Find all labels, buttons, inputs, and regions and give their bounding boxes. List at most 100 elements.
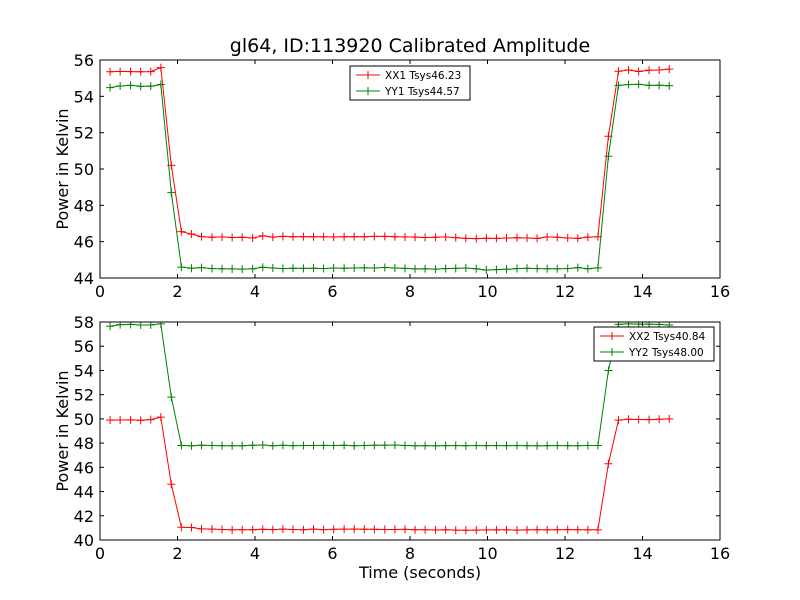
data-point xyxy=(288,441,297,450)
legend-label: YY1 Tsys44.57 xyxy=(384,86,460,98)
x-tick-label: 0 xyxy=(95,544,105,563)
data-point xyxy=(350,525,359,534)
y-tick-label: 50 xyxy=(74,410,94,429)
data-point xyxy=(350,232,359,241)
data-point xyxy=(258,263,267,272)
data-point xyxy=(583,264,592,273)
data-point xyxy=(319,525,328,534)
data-point xyxy=(116,81,125,90)
y-tick-label: 40 xyxy=(74,531,94,550)
data-point xyxy=(126,415,135,424)
series-1 xyxy=(106,63,674,243)
x-tick-label: 4 xyxy=(250,544,260,563)
data-point xyxy=(329,232,338,241)
x-tick-label: 2 xyxy=(172,282,182,301)
data-point xyxy=(411,441,420,450)
data-point xyxy=(624,65,633,74)
data-point xyxy=(309,264,318,273)
data-point xyxy=(461,526,470,535)
data-point xyxy=(502,441,511,450)
data-point xyxy=(197,263,206,272)
data-point xyxy=(187,230,196,239)
data-point xyxy=(299,264,308,273)
data-point xyxy=(390,232,399,241)
data-point xyxy=(502,234,511,243)
y-tick-label: 46 xyxy=(74,458,94,477)
data-point xyxy=(441,441,450,450)
data-point xyxy=(207,264,216,273)
data-point xyxy=(248,441,257,450)
data-point xyxy=(400,232,409,241)
data-point xyxy=(431,441,440,450)
data-point xyxy=(665,81,674,90)
data-point xyxy=(248,264,257,273)
x-tick-label: 12 xyxy=(555,544,575,563)
data-point xyxy=(329,441,338,450)
data-point xyxy=(604,366,613,375)
y-tick-label: 58 xyxy=(74,313,94,332)
data-point xyxy=(482,525,491,534)
data-point xyxy=(634,80,643,89)
data-point xyxy=(472,264,481,273)
data-point xyxy=(512,526,521,535)
data-point xyxy=(553,525,562,534)
data-point xyxy=(451,233,460,242)
data-point xyxy=(390,525,399,534)
data-point xyxy=(400,525,409,534)
legend-label: YY2 Tsys48.00 xyxy=(628,347,704,359)
data-point xyxy=(218,264,227,273)
series-2 xyxy=(106,322,674,450)
x-tick-label: 14 xyxy=(632,544,652,563)
legend-item: YY2 Tsys48.00 xyxy=(600,347,704,359)
data-point xyxy=(258,525,267,534)
y-axis-label: Power in Kelvin xyxy=(53,108,72,229)
data-point xyxy=(543,232,552,241)
data-point xyxy=(482,266,491,275)
x-tick-label: 12 xyxy=(555,282,575,301)
x-tick-label: 8 xyxy=(405,544,415,563)
data-point xyxy=(187,264,196,273)
data-point xyxy=(523,525,532,534)
y-tick-label: 54 xyxy=(74,361,94,380)
y-tick-label: 48 xyxy=(74,196,94,215)
data-point xyxy=(472,526,481,535)
y-tick-label: 52 xyxy=(74,124,94,143)
data-point xyxy=(156,322,165,328)
data-point xyxy=(461,264,470,273)
data-point xyxy=(593,525,602,534)
data-point xyxy=(563,234,572,243)
data-point xyxy=(288,525,297,534)
data-point xyxy=(411,264,420,273)
data-point xyxy=(492,265,501,274)
data-point xyxy=(604,459,613,468)
data-point xyxy=(533,525,542,534)
y-tick-label: 52 xyxy=(74,386,94,405)
data-point xyxy=(288,264,297,273)
data-point xyxy=(177,263,186,272)
data-point xyxy=(380,441,389,450)
data-point xyxy=(207,441,216,450)
data-point xyxy=(218,525,227,534)
data-point xyxy=(441,264,450,273)
data-point xyxy=(299,441,308,450)
data-point xyxy=(268,233,277,242)
data-point xyxy=(472,441,481,450)
data-point xyxy=(136,82,145,91)
data-point xyxy=(268,441,277,450)
x-axis-label: Time (seconds) xyxy=(358,563,481,582)
data-point xyxy=(340,264,349,273)
data-point xyxy=(543,264,552,273)
data-point xyxy=(360,263,369,272)
x-tick-label: 10 xyxy=(477,282,497,301)
legend-box xyxy=(593,326,715,362)
legend-box xyxy=(349,65,471,101)
x-tick-label: 0 xyxy=(95,282,105,301)
data-point xyxy=(645,81,654,90)
data-point xyxy=(278,264,287,273)
y-tick-label: 54 xyxy=(74,87,94,106)
data-point xyxy=(177,227,186,236)
data-point xyxy=(187,523,196,532)
data-point xyxy=(533,234,542,243)
data-point xyxy=(319,232,328,241)
